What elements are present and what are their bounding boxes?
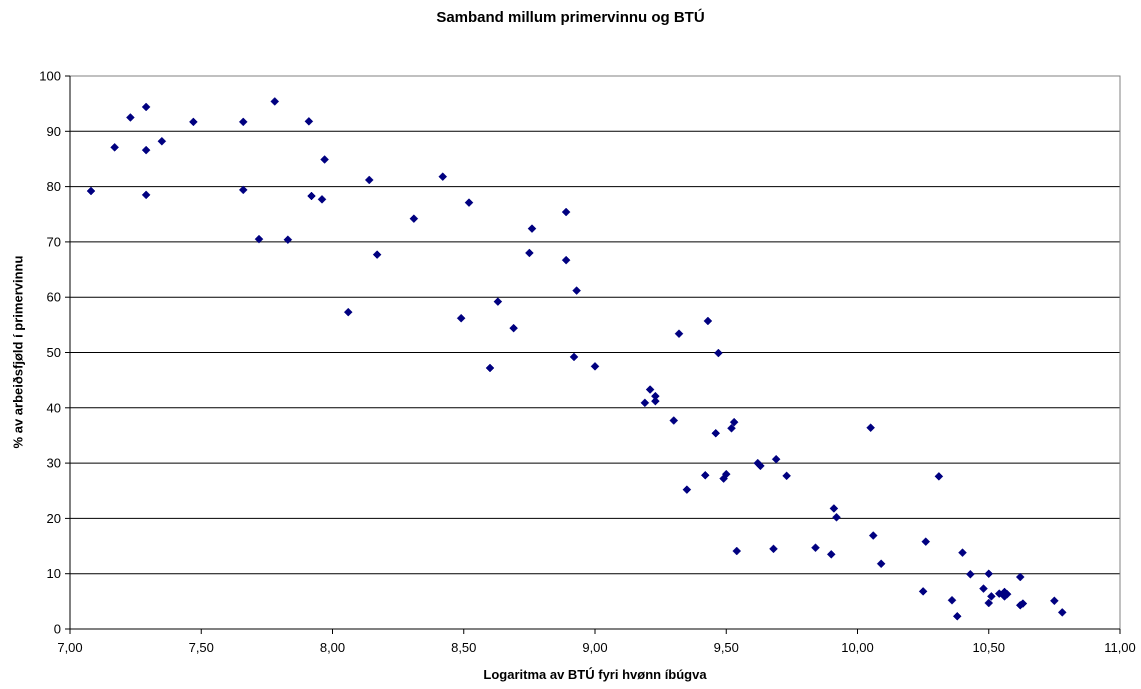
data-point	[827, 550, 835, 558]
data-point	[494, 298, 502, 306]
y-tick-label: 100	[39, 69, 61, 84]
data-point	[573, 287, 581, 295]
data-point	[142, 146, 150, 154]
y-tick-label: 80	[47, 179, 61, 194]
data-point	[830, 504, 838, 512]
data-point	[111, 143, 119, 151]
data-point	[701, 471, 709, 479]
data-point	[980, 585, 988, 593]
data-point	[922, 538, 930, 546]
data-point	[985, 570, 993, 578]
data-point	[510, 324, 518, 332]
data-points	[87, 97, 1066, 620]
data-point	[675, 330, 683, 338]
data-point	[712, 429, 720, 437]
data-point	[410, 215, 418, 223]
data-point	[365, 176, 373, 184]
data-point	[439, 173, 447, 181]
y-tick-label: 0	[54, 622, 61, 637]
x-tick-label: 11,00	[1104, 640, 1136, 655]
data-point	[308, 192, 316, 200]
data-point	[562, 256, 570, 264]
data-point	[935, 472, 943, 480]
data-point	[239, 118, 247, 126]
y-tick-label: 10	[47, 566, 61, 581]
x-tick-label: 7,00	[57, 640, 82, 655]
data-point	[87, 187, 95, 195]
data-point	[966, 570, 974, 578]
data-point	[126, 113, 134, 121]
data-point	[189, 118, 197, 126]
data-point	[591, 362, 599, 370]
data-point	[953, 612, 961, 620]
data-point	[867, 424, 875, 432]
x-tick-labels: 7,00 7,50 8,00 8,50 9,00 9,50 10,00 10,50 11,00	[57, 640, 1135, 655]
data-point	[812, 544, 820, 552]
data-point	[158, 137, 166, 145]
y-tick-label: 70	[47, 234, 61, 249]
data-point	[142, 103, 150, 111]
data-point	[318, 195, 326, 203]
data-point	[373, 251, 381, 259]
data-point	[770, 545, 778, 553]
y-tick-label: 90	[47, 124, 61, 139]
data-point	[641, 399, 649, 407]
y-tick-labels: 0 10 20 30 40 50 60 70 80 90 100	[39, 69, 61, 637]
data-point	[305, 117, 313, 125]
data-point	[486, 364, 494, 372]
data-point	[772, 455, 780, 463]
x-tick-label: 8,50	[451, 640, 476, 655]
data-point	[651, 392, 659, 400]
data-point	[239, 186, 247, 194]
y-tick-label: 40	[47, 400, 61, 415]
data-point	[919, 587, 927, 595]
data-point	[562, 208, 570, 216]
x-tick-label: 10,50	[972, 640, 1005, 655]
data-point	[646, 386, 654, 394]
data-point	[570, 353, 578, 361]
data-point	[528, 225, 536, 233]
data-point	[704, 317, 712, 325]
data-point	[683, 486, 691, 494]
x-tick-label: 9,00	[582, 640, 607, 655]
y-tick-label: 20	[47, 511, 61, 526]
y-tick-label: 60	[47, 290, 61, 305]
data-point	[284, 236, 292, 244]
gridlines	[70, 131, 1120, 573]
data-point	[525, 249, 533, 257]
data-point	[877, 560, 885, 568]
y-tick-label: 50	[47, 345, 61, 360]
data-point	[1050, 597, 1058, 605]
data-point	[733, 547, 741, 555]
data-point	[959, 549, 967, 557]
x-tick-label: 10,00	[841, 640, 874, 655]
data-point	[948, 596, 956, 604]
x-tick-label: 8,00	[320, 640, 345, 655]
data-point	[869, 532, 877, 540]
data-point	[465, 199, 473, 207]
data-point	[670, 417, 678, 425]
data-point	[783, 472, 791, 480]
data-point	[321, 156, 329, 164]
data-point	[344, 308, 352, 316]
data-point	[833, 513, 841, 521]
data-point	[714, 349, 722, 357]
data-point	[142, 191, 150, 199]
data-point	[1016, 573, 1024, 581]
x-tick-label: 9,50	[714, 640, 739, 655]
data-point	[271, 97, 279, 105]
y-tick-label: 30	[47, 456, 61, 471]
x-tick-label: 7,50	[189, 640, 214, 655]
data-point	[457, 314, 465, 322]
data-point	[1058, 608, 1066, 616]
